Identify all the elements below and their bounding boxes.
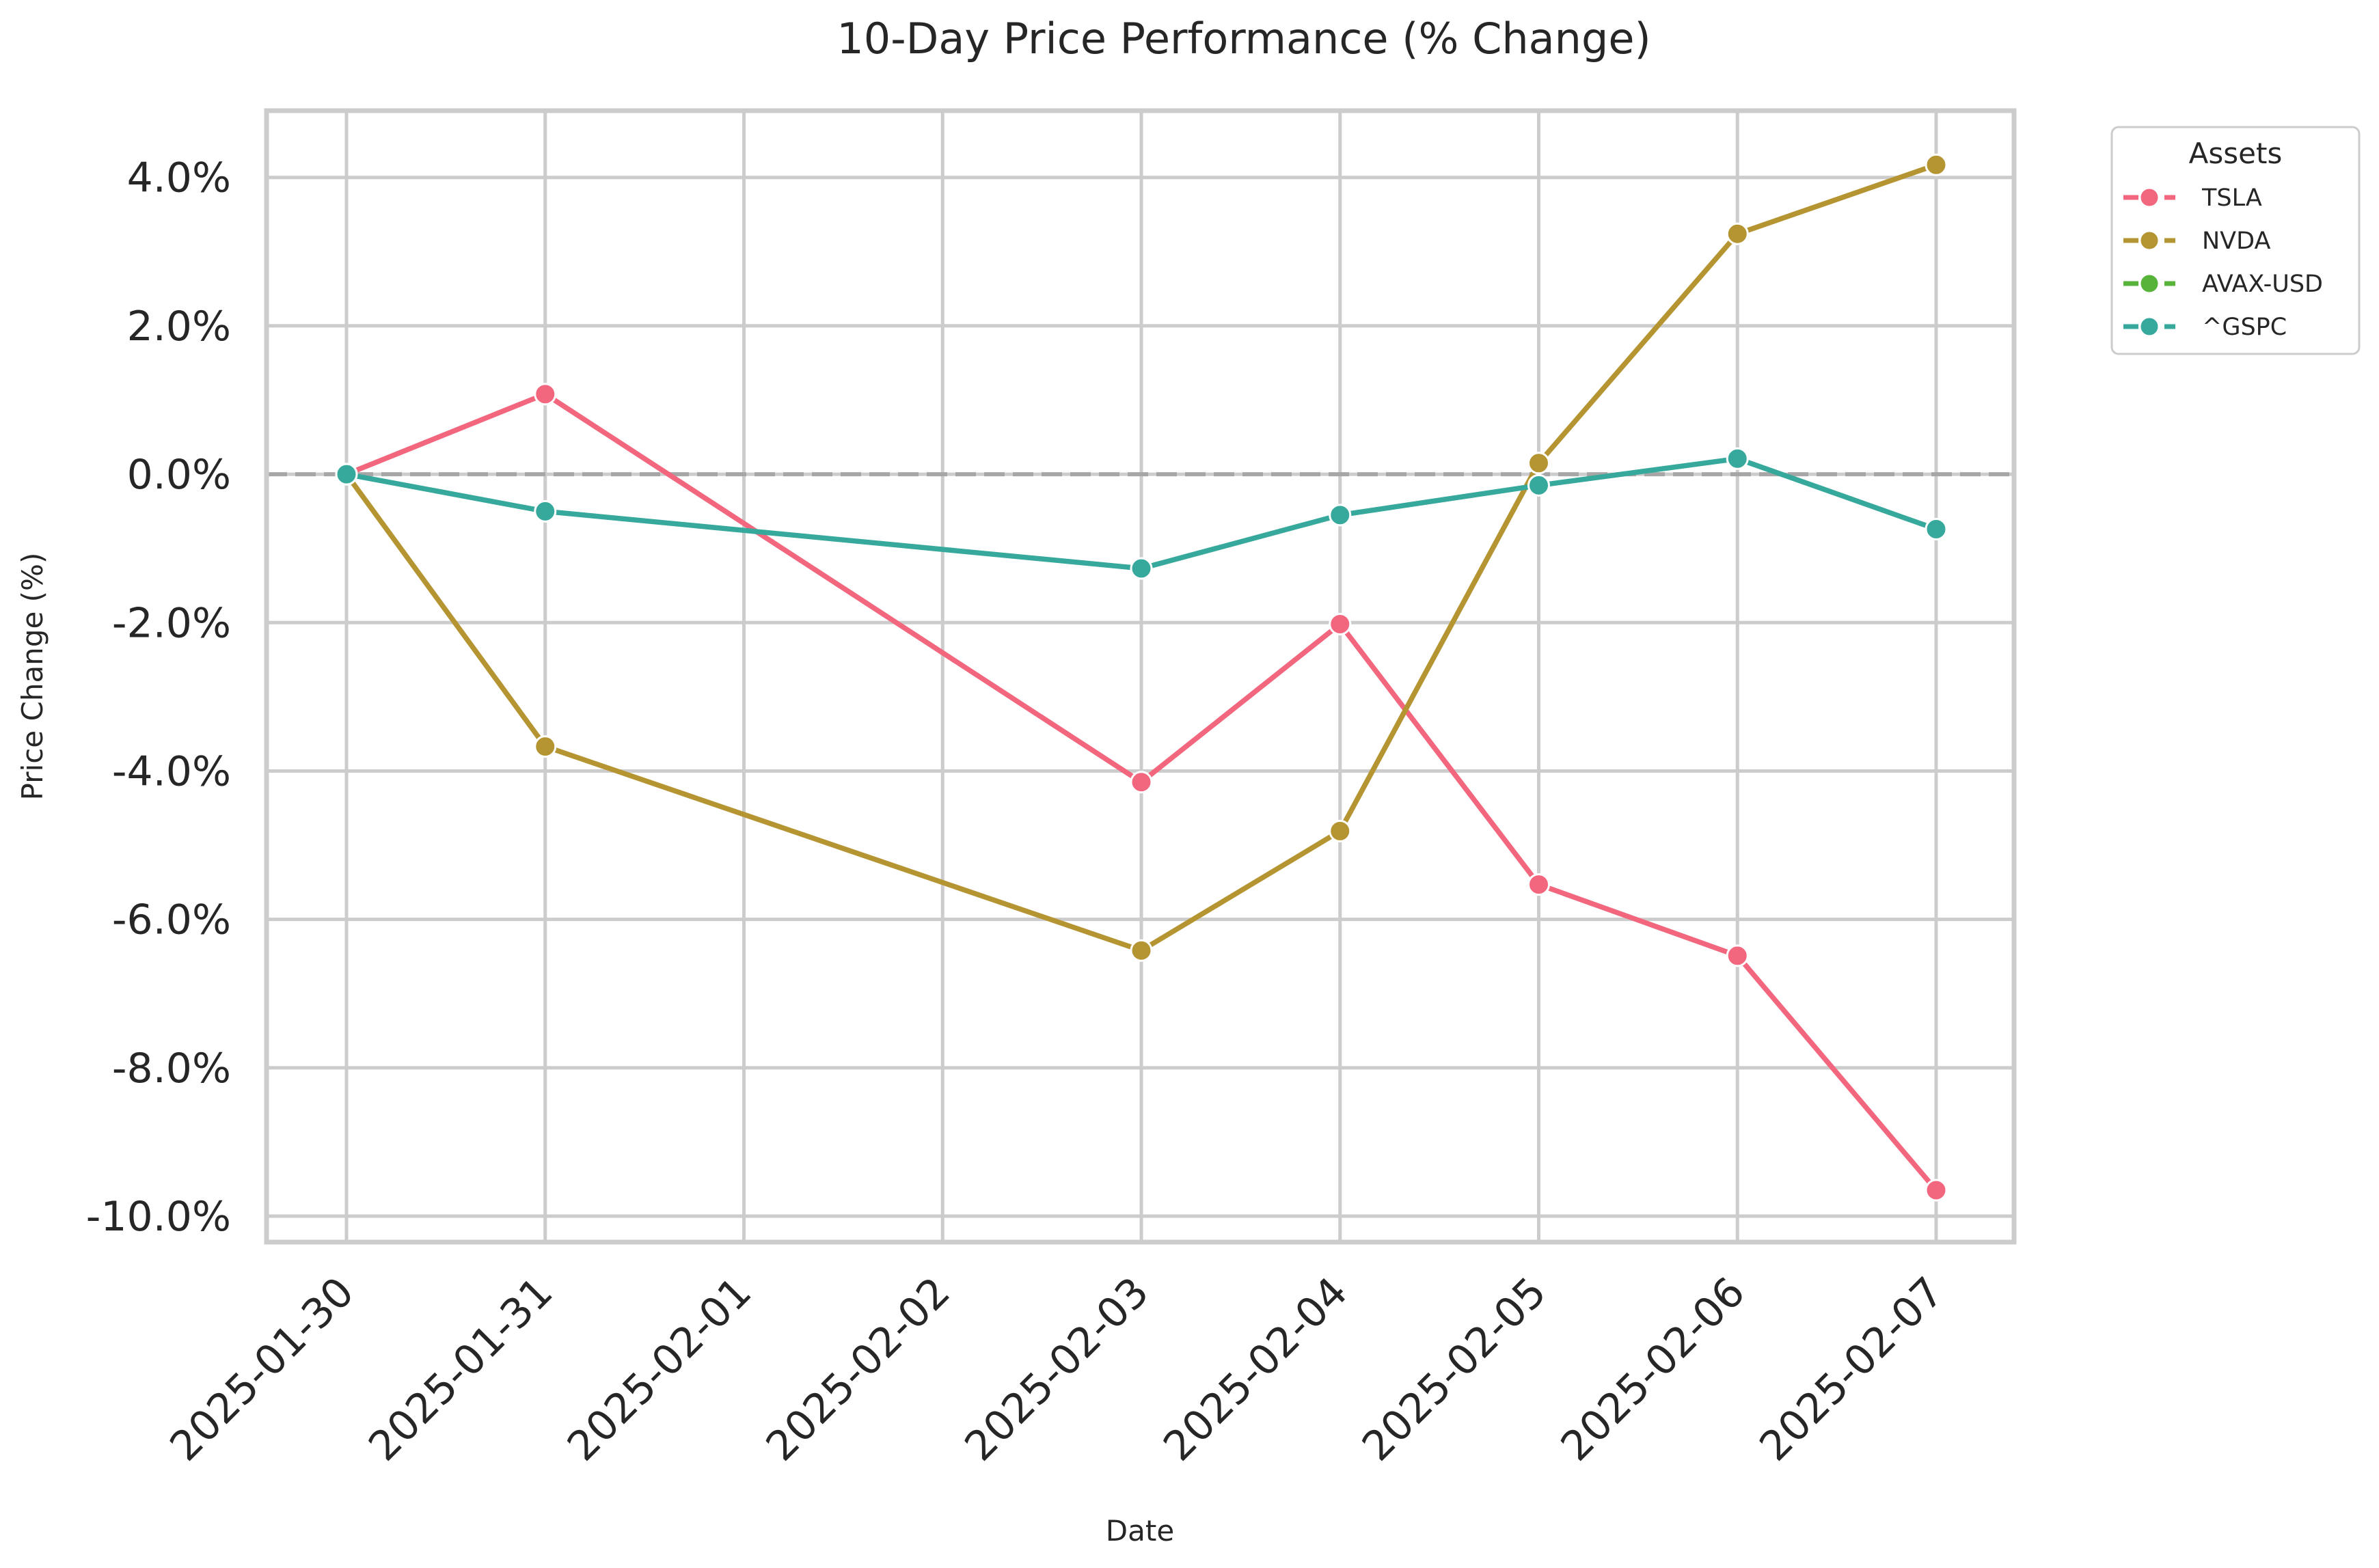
x-tick-label: 2025-02-04 [1154, 1268, 1357, 1470]
x-axis-label: Date [1106, 1514, 1174, 1548]
series-gspc [335, 447, 1948, 580]
data-point-gspc [1329, 504, 1352, 527]
legend-entry-gspc: ^GSPC [2123, 314, 2287, 341]
legend-entry-tsla: TSLA [2123, 184, 2262, 212]
legend-label: AVAX-USD [2202, 271, 2323, 298]
data-point-nvda [1329, 819, 1352, 842]
x-axis-ticks: 2025-01-302025-01-312025-02-012025-02-02… [161, 1268, 1953, 1470]
data-point-gspc [1726, 447, 1749, 470]
y-axis-label: Price Change (%) [16, 553, 49, 801]
legend-box [2110, 126, 2361, 355]
x-tick-label: 2025-02-07 [1751, 1268, 1953, 1470]
y-tick-label: -6.0% [112, 896, 231, 944]
legend-swatch-marker [2138, 316, 2160, 338]
data-point-nvda [1925, 153, 1948, 176]
data-point-gspc [1130, 557, 1153, 580]
legend-title: Assets [2189, 137, 2283, 170]
data-point-tsla [1527, 873, 1550, 896]
legend-swatch-marker [2138, 273, 2160, 294]
x-tick-label: 2025-02-01 [558, 1268, 761, 1470]
data-point-nvda [1527, 452, 1550, 475]
legend-swatch-marker [2138, 230, 2160, 251]
legend-entries: TSLA NVDA AVAX-USD ^GSPC [2123, 184, 2323, 341]
y-tick-label: -8.0% [112, 1045, 231, 1092]
y-tick-label: 2.0% [127, 303, 231, 350]
legend-label: ^GSPC [2202, 314, 2287, 341]
chart-title: 10-Day Price Performance (% Change) [837, 14, 1650, 64]
data-point-nvda [534, 735, 557, 758]
y-tick-label: -4.0% [112, 747, 231, 795]
y-tick-label: 0.0% [127, 451, 231, 499]
data-point-tsla [534, 383, 557, 406]
x-tick-label: 2025-02-03 [956, 1268, 1158, 1470]
legend-entry-nvda: NVDA [2123, 228, 2270, 255]
data-point-gspc [534, 499, 557, 523]
x-tick-label: 2025-02-05 [1353, 1268, 1555, 1470]
legend: Assets TSLA NVDA AVAX-USD ^GSPC [2110, 126, 2361, 355]
y-tick-label: -2.0% [112, 599, 231, 647]
data-point-gspc [1527, 473, 1550, 497]
legend-entry-avax-usd: AVAX-USD [2123, 271, 2323, 298]
series-lines [335, 153, 1948, 1202]
data-point-tsla [1925, 1179, 1948, 1202]
legend-label: NVDA [2202, 228, 2270, 255]
data-point-tsla [1726, 944, 1749, 967]
y-tick-label: 4.0% [127, 154, 231, 202]
data-point-tsla [1130, 771, 1153, 794]
x-tick-label: 2025-01-31 [359, 1268, 562, 1470]
data-point-nvda [1130, 939, 1153, 962]
y-axis-ticks: 4.0% 2.0% 0.0% -2.0% -4.0% -6.0% -8.0% -10.0% [86, 154, 231, 1241]
series-tsla [335, 383, 1948, 1202]
legend-label: TSLA [2201, 184, 2262, 212]
grid [267, 111, 2014, 1242]
y-tick-label: -10.0% [86, 1193, 231, 1241]
x-tick-label: 2025-01-30 [161, 1268, 364, 1470]
data-point-gspc [335, 463, 358, 486]
data-point-tsla [1329, 612, 1352, 635]
data-point-nvda [1726, 222, 1749, 245]
plot-frame [264, 108, 2017, 1245]
x-tick-label: 2025-02-06 [1552, 1268, 1754, 1470]
data-point-gspc [1925, 517, 1948, 540]
legend-swatch-marker [2138, 187, 2160, 208]
x-tick-label: 2025-02-02 [757, 1268, 960, 1470]
